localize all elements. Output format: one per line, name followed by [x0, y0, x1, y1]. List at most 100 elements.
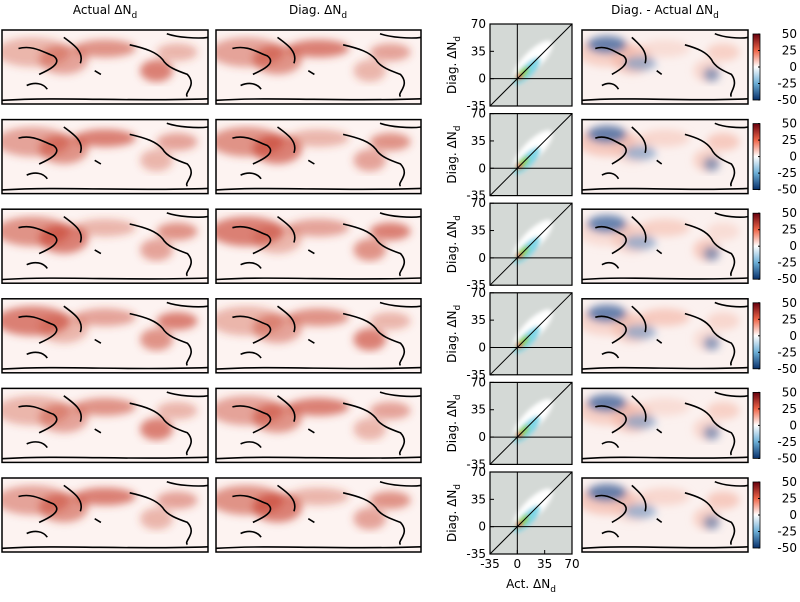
map-panel: [1, 477, 209, 553]
map-shading: [2, 37, 198, 82]
map-frame: [581, 477, 749, 553]
map-blob: [353, 328, 387, 351]
colorbar-tick-label: -50: [777, 272, 797, 286]
x-tick-label: 35: [537, 557, 552, 571]
colorbar-tick-label: -50: [777, 361, 797, 375]
map-blob: [74, 39, 136, 58]
one-to-one-line: [489, 23, 573, 107]
map-blob: [287, 218, 350, 237]
map-panel: [581, 298, 749, 374]
map-panel: [581, 118, 749, 195]
map-blob: [586, 394, 627, 413]
one-to-one-line: [489, 471, 573, 555]
map-panel: [215, 298, 422, 374]
colorbar-tick-label: -50: [777, 541, 797, 555]
coastline: [582, 391, 748, 460]
map-blob: [623, 145, 657, 161]
colorbar-tick-label: -25: [777, 345, 797, 359]
map-frame: [581, 387, 749, 464]
map-blob: [353, 238, 387, 261]
map-blob: [623, 414, 657, 430]
map-frame: [581, 208, 749, 284]
coastline: [216, 32, 421, 102]
colorbar-tick-label: 50: [782, 27, 797, 41]
map-blob: [353, 59, 387, 82]
y-tick-label: -35: [466, 278, 486, 292]
map-blob: [706, 222, 740, 241]
map-blob: [140, 507, 173, 530]
colorbar-tick-label: 25: [782, 43, 797, 57]
map-frame: [1, 477, 209, 553]
map-blob: [703, 425, 720, 441]
colorbar-tick-label: -25: [777, 166, 797, 180]
map-blob: [140, 59, 173, 82]
map-shading: [582, 35, 740, 82]
map-shading: [2, 127, 198, 172]
y-tick-label: -35: [466, 99, 486, 113]
map-shading: [216, 37, 411, 82]
colorbar-tick-label: 0: [789, 239, 797, 253]
y-tick-label: 35: [471, 313, 486, 327]
colorbar-tick-label: -50: [777, 93, 797, 107]
one-to-one-line: [489, 382, 573, 465]
map-panel: [1, 387, 209, 464]
map-blob: [703, 335, 720, 351]
map-blob: [140, 328, 173, 351]
y-tick-label: 70: [471, 17, 486, 31]
map-shading: [2, 395, 198, 441]
colorbar-tick-label: -25: [777, 524, 797, 538]
map-blob: [369, 43, 411, 62]
map-panel: [1, 29, 209, 105]
map-blob: [586, 35, 627, 54]
map-frame: [215, 208, 422, 284]
colorbar-tick-label: 50: [782, 385, 797, 399]
coastline: [2, 122, 208, 191]
map-blob: [156, 401, 198, 420]
colorbar-tick-label: 25: [782, 312, 797, 326]
y-tick-label: 35: [471, 402, 486, 416]
coastline: [582, 32, 748, 102]
colorbar-tick-label: 25: [782, 133, 797, 147]
coastline: [216, 212, 421, 281]
map-blob: [140, 149, 173, 172]
map-panel: [581, 208, 749, 284]
map-frame: [1, 118, 209, 195]
y-axis-label: Diag. ΔNd: [445, 305, 463, 363]
scatter-frame: [489, 112, 573, 197]
colorbar-tick-label: 50: [782, 206, 797, 220]
coastline: [216, 480, 421, 550]
map-blob: [586, 125, 627, 144]
map-frame: [215, 29, 422, 105]
map-frame: [1, 208, 209, 284]
map-blob: [706, 132, 740, 151]
map-frame: [1, 298, 209, 374]
y-tick-label: 0: [478, 250, 486, 264]
y-axis-label: Diag. ΔNd: [445, 484, 463, 542]
map-shading: [216, 485, 411, 530]
map-blob: [623, 503, 657, 519]
map-blob: [353, 418, 387, 441]
map-panel: [215, 477, 422, 553]
colorbar-tick-label: 0: [789, 508, 797, 522]
y-tick-label: -35: [466, 188, 486, 202]
colorbar-tick-label: -25: [777, 434, 797, 448]
map-blob: [640, 218, 690, 237]
map-frame: [581, 298, 749, 374]
map-blob: [74, 129, 136, 147]
map-frame: [215, 298, 422, 374]
map-blob: [369, 132, 411, 151]
scatter-frame: [489, 381, 573, 465]
colorbar-tick-label: -50: [777, 182, 797, 196]
y-axis-label: Diag. ΔNd: [445, 36, 463, 94]
coastline: [582, 301, 748, 370]
map-frame: [581, 118, 749, 195]
map-panel: [581, 387, 749, 464]
map-panel: [581, 29, 749, 105]
map-blob: [287, 129, 350, 147]
map-blob: [623, 55, 657, 71]
map-blob: [156, 222, 198, 241]
y-tick-label: 0: [478, 340, 486, 354]
y-tick-label: -35: [466, 367, 486, 381]
coastline: [2, 32, 208, 102]
